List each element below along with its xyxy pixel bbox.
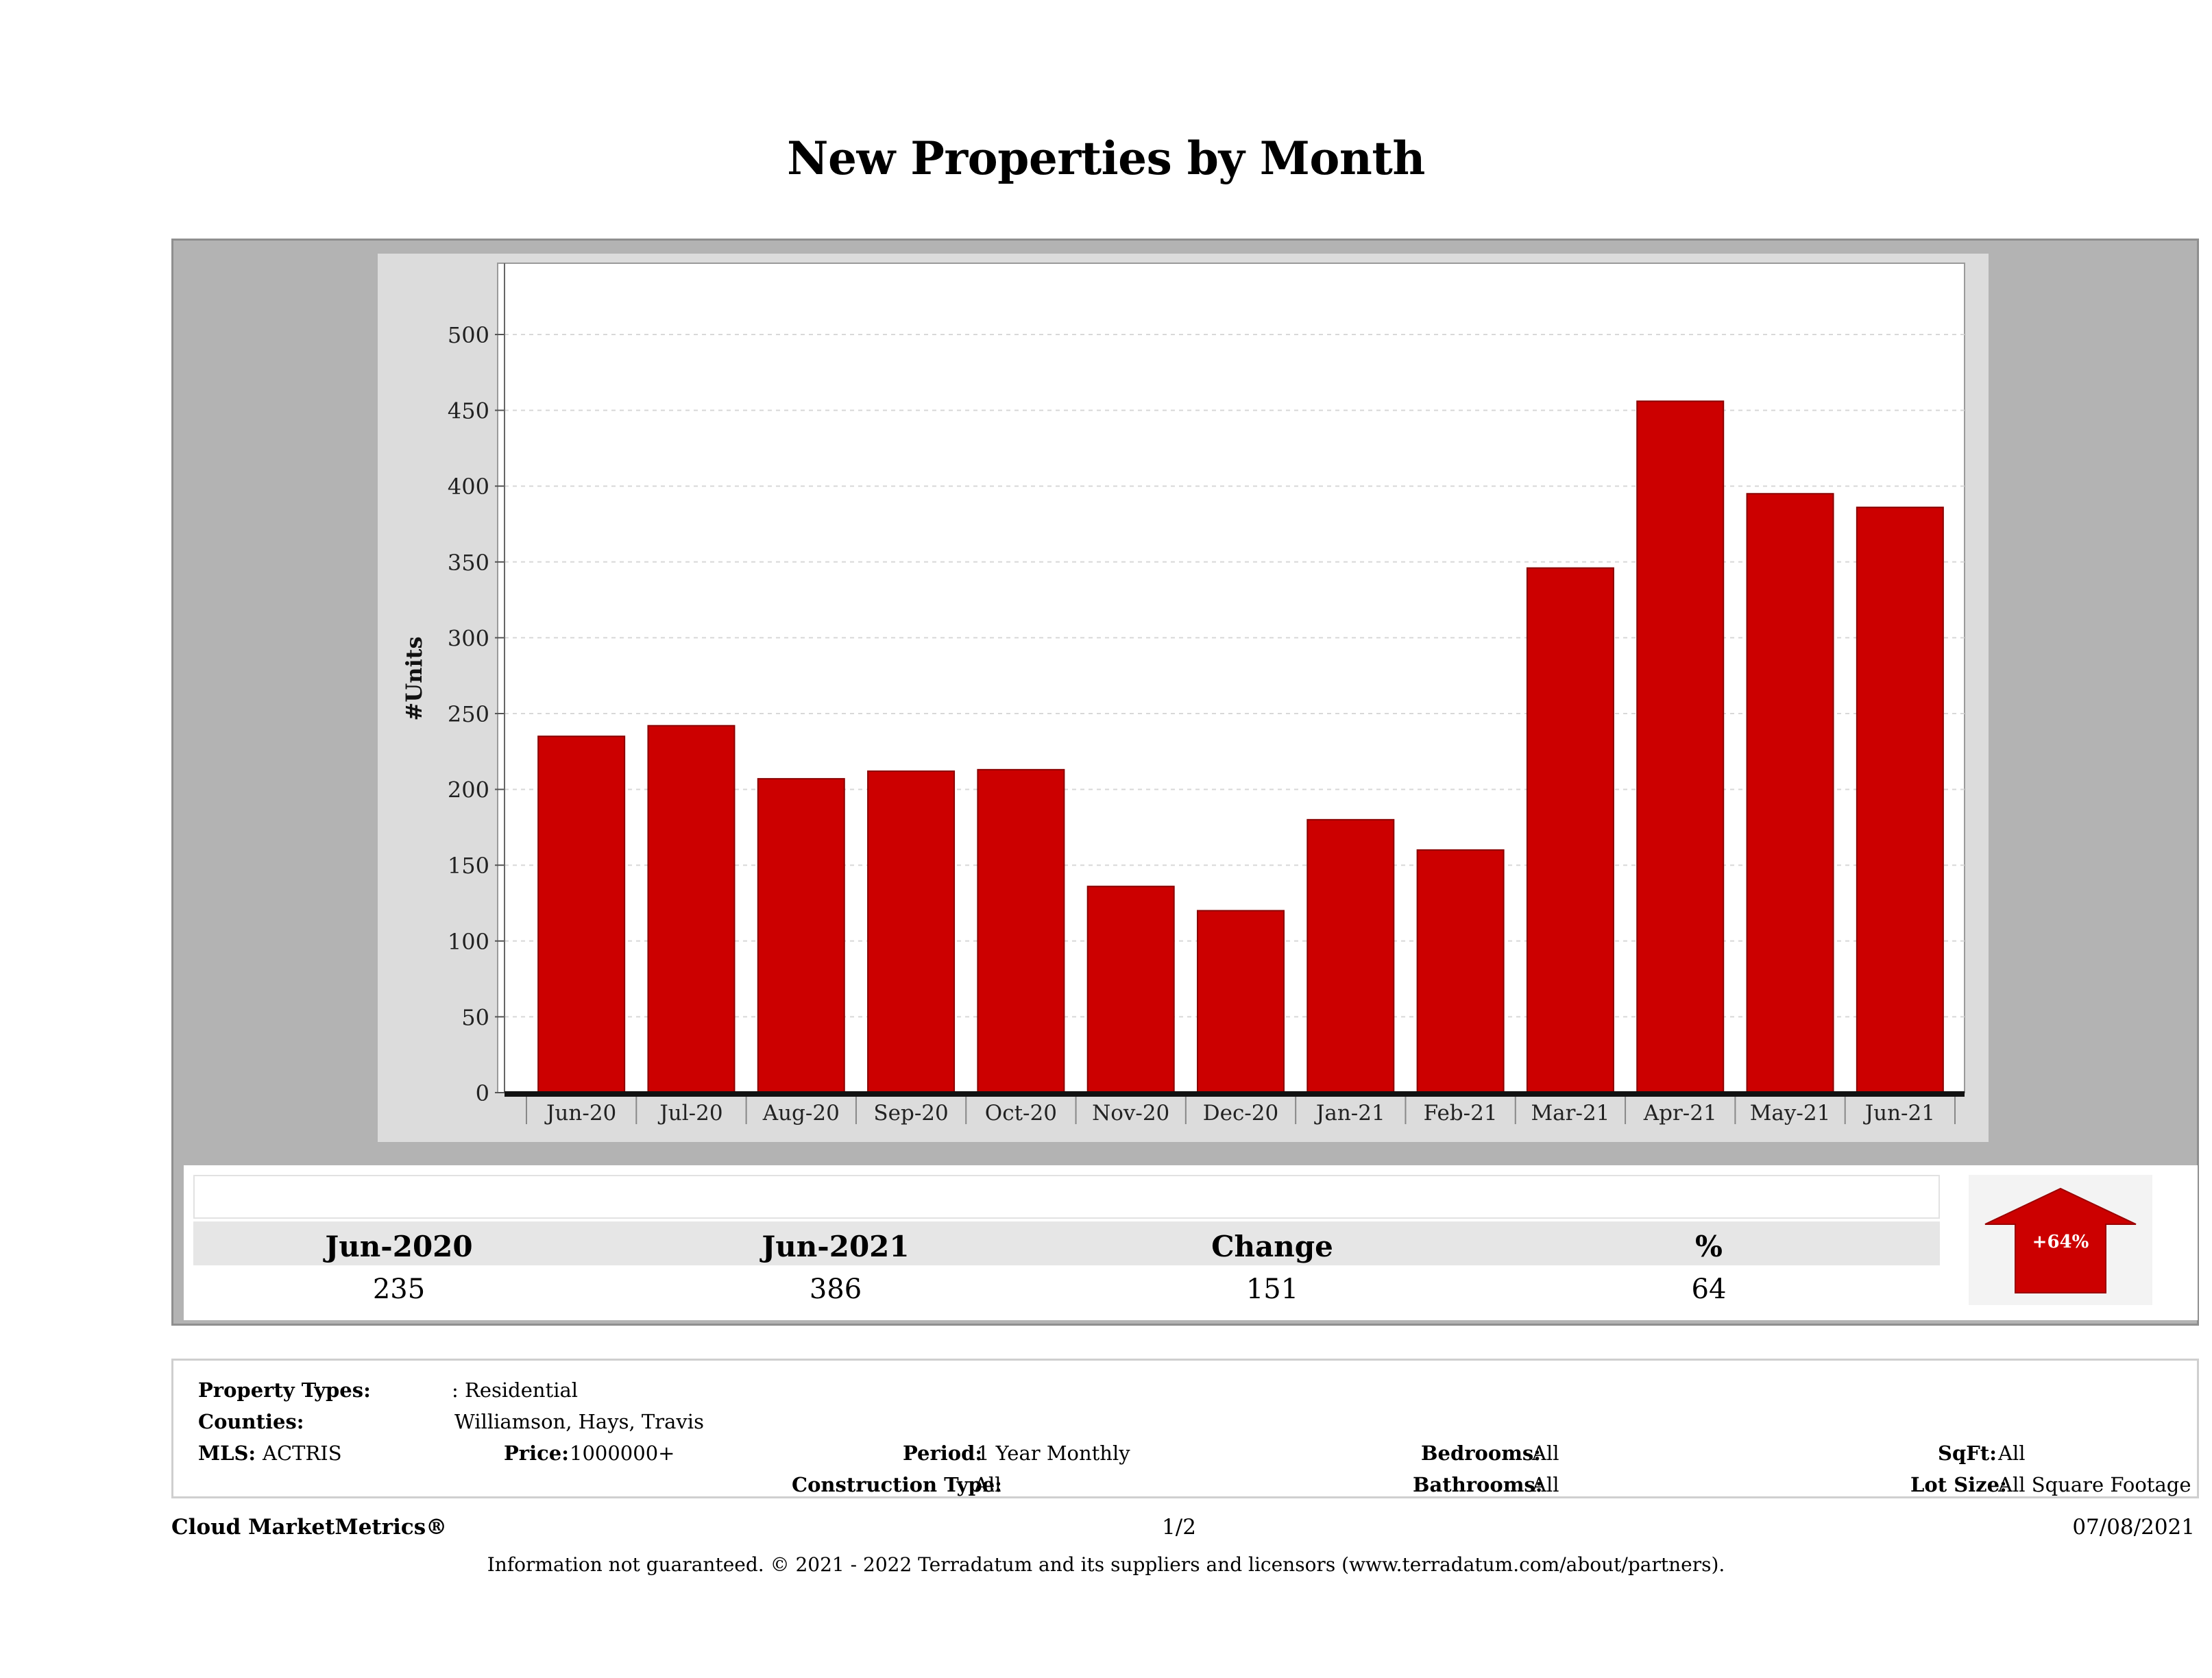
up-arrow-icon: +64% (1984, 1187, 2137, 1293)
summary-value-start: 235 (372, 1274, 426, 1305)
sqft-label: SqFt: (1938, 1442, 1997, 1465)
x-tick-label: Apr-21 (1643, 1101, 1717, 1126)
summary-value-row: 235 386 151 64 (193, 1268, 1940, 1308)
x-tick-label: May-21 (1750, 1101, 1831, 1126)
x-tick-label: Mar-21 (1531, 1101, 1609, 1126)
summary-value-change: 151 (1245, 1274, 1299, 1305)
period-label: Period: (903, 1442, 983, 1465)
price-value: 1000000+ (570, 1442, 675, 1465)
counties-label: Counties: (198, 1410, 304, 1433)
x-tick-label: Feb-21 (1424, 1101, 1498, 1126)
bar-chart: 0 50 100 150 200 250 300 350 400 450 500 #Units Jun-… (401, 263, 1965, 1126)
lot-size-value: All Square Footage (1998, 1473, 2191, 1496)
bar-apr-21 (1636, 400, 1725, 1093)
bedrooms-label: Bedrooms: (1421, 1442, 1541, 1465)
bar-jan-21 (1306, 818, 1395, 1093)
bedrooms-value: All (1532, 1442, 1559, 1465)
property-types-label: Property Types: (198, 1378, 371, 1402)
y-tick-label: 200 (448, 777, 489, 803)
construction-type-label: Construction Type: (792, 1473, 1002, 1496)
price-label: Price: (504, 1442, 569, 1465)
x-tick-label: Jun-21 (1863, 1101, 1935, 1126)
change-badge-label: +64% (2032, 1232, 2089, 1252)
y-tick-label: 250 (448, 701, 489, 727)
bar-jun-20 (537, 735, 626, 1094)
lot-size-label: Lot Size: (1910, 1473, 2007, 1496)
y-tick-label: 0 (476, 1080, 489, 1106)
chart-title: New Properties by Month (787, 132, 1425, 185)
y-tick-label: 50 (461, 1004, 489, 1030)
x-tick-label: Oct-20 (985, 1101, 1057, 1126)
summary-header-start: Jun-2020 (325, 1230, 473, 1263)
bar-may-21 (1746, 493, 1834, 1093)
bar-sep-20 (867, 770, 956, 1094)
page-number: 1/2 (1162, 1515, 1196, 1540)
report-date: 07/08/2021 (2072, 1515, 2195, 1540)
bar-jul-20 (647, 725, 736, 1094)
bar-nov-20 (1086, 886, 1175, 1093)
x-tick-label: Jan-21 (1314, 1101, 1385, 1126)
period-value: 1 Year Monthly (977, 1442, 1130, 1465)
bar-feb-21 (1416, 849, 1505, 1093)
bar-mar-21 (1526, 567, 1614, 1093)
bar-dec-20 (1197, 910, 1285, 1094)
summary-header-end: Jun-2021 (762, 1230, 910, 1263)
summary-value-end: 386 (809, 1274, 862, 1305)
sqft-value: All (1998, 1442, 2026, 1465)
mls-value: ACTRIS (263, 1442, 342, 1465)
y-tick-label: 450 (448, 398, 489, 424)
construction-type-value: All (974, 1473, 1001, 1496)
y-tick-label: 100 (448, 929, 489, 955)
summary-header-change: Change (1211, 1230, 1333, 1263)
filter-details: Property Types: : Residential Counties: … (171, 1359, 2199, 1498)
property-types-value: : Residential (452, 1378, 579, 1402)
x-tick-label: Jul-20 (657, 1101, 722, 1126)
x-tick-label: Dec-20 (1203, 1101, 1278, 1126)
summary-value-percent: 64 (1691, 1274, 1727, 1305)
disclaimer: Information not guaranteed. © 2021 - 202… (487, 1553, 1725, 1576)
bar-jun-21 (1856, 507, 1944, 1093)
y-tick-label: 500 (448, 322, 489, 348)
bar-oct-20 (977, 768, 1065, 1093)
summary-header-row: Jun-2020 Jun-2021 Change % (193, 1221, 1940, 1265)
brand-name: Cloud MarketMetrics® (171, 1515, 448, 1540)
change-badge: +64% (1969, 1175, 2152, 1305)
mls-label: MLS: (198, 1442, 256, 1465)
y-tick-label: 350 (448, 550, 489, 576)
bathrooms-label: Bathrooms: (1413, 1473, 1543, 1496)
bathrooms-value: All (1532, 1473, 1559, 1496)
summary-box: Jun-2020 Jun-2021 Change % 235 386 151 6… (184, 1165, 2198, 1320)
x-tick-label: Aug-20 (762, 1101, 840, 1126)
counties-value: Williamson, Hays, Travis (454, 1410, 704, 1433)
y-tick-label: 150 (448, 853, 489, 879)
y-tick-label: 400 (448, 474, 489, 500)
summary-top-strip (193, 1175, 1940, 1219)
summary-header-percent: % (1695, 1230, 1723, 1263)
y-tick-label: 300 (448, 625, 489, 651)
bar-aug-20 (757, 778, 845, 1093)
y-axis-label: #Units (401, 637, 427, 721)
x-tick-label: Nov-20 (1092, 1101, 1169, 1126)
x-tick-label: Sep-20 (873, 1101, 948, 1126)
x-tick-label: Jun-20 (544, 1101, 616, 1126)
